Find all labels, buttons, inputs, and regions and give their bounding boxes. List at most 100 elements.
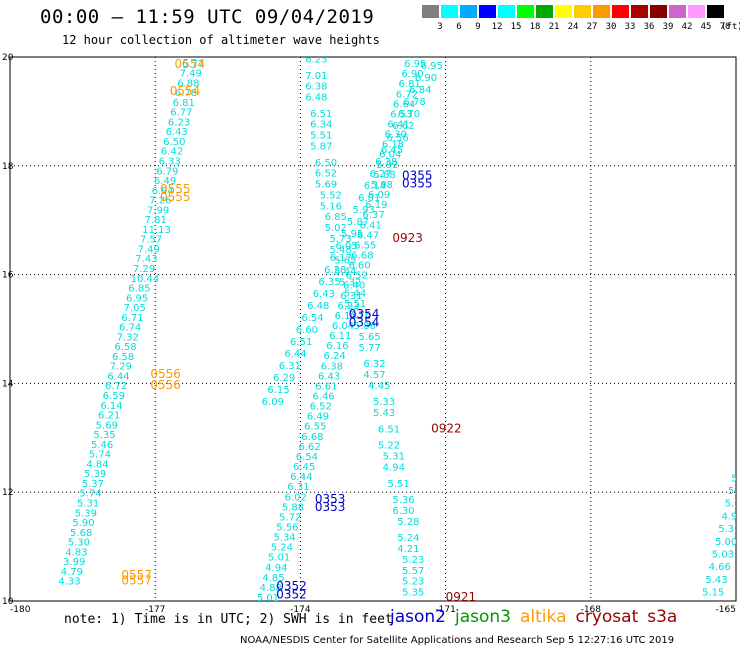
swh-value: 6.15 — [267, 385, 289, 396]
swh-value: 6.60 — [349, 261, 371, 272]
chart-title: 00:00 – 11:59 UTC 09/04/2019 — [40, 6, 375, 28]
x-tick-label: -165 — [716, 605, 736, 615]
credit-line: NOAA/NESDIS Center for Satellite Applica… — [240, 635, 675, 646]
swh-value: 6.81 — [173, 98, 195, 109]
swh-value: 5.15 — [702, 588, 724, 599]
swh-value: 6.61 — [315, 381, 337, 392]
swh-value: 5.69 — [96, 420, 118, 431]
swh-value: 6.40 — [343, 281, 365, 292]
y-tick-label: 20 — [2, 53, 14, 63]
time-label: 0557 — [121, 568, 152, 582]
legend-label: 12 — [491, 22, 503, 32]
swh-value: 7.29 — [133, 264, 155, 275]
swh-value: 5.39 — [75, 508, 97, 519]
legend-label: 70 — [719, 22, 731, 32]
swh-value: 7.49 — [138, 244, 160, 255]
swh-value: 6.38 — [305, 82, 327, 93]
time-label: 0352 — [276, 587, 307, 601]
swh-value: 6.41 — [387, 120, 409, 131]
time-label: 0922 — [431, 421, 462, 435]
legend-swatch — [688, 5, 706, 18]
swh-value: 6.17 — [330, 253, 352, 264]
swh-value: 6.54 — [301, 313, 323, 324]
swh-value: 5.86 — [354, 321, 376, 332]
swh-value: 6.54 — [296, 452, 318, 463]
swh-value: 5.30 — [68, 538, 90, 549]
time-label: 0557 — [121, 574, 152, 588]
swh-value: 6.55 — [304, 422, 326, 433]
swh-value: 6.05 — [335, 241, 357, 252]
swh-value: 6.43 — [313, 289, 335, 300]
legend-label: 9 — [475, 22, 481, 32]
swh-value: 5.22 — [378, 441, 400, 452]
swh-value: 6.49 — [154, 176, 176, 187]
time-label: 0556 — [150, 378, 181, 392]
swh-value: 6.45 — [381, 145, 403, 156]
swh-value: 5.74 — [89, 450, 111, 461]
swh-value: 6.50 — [163, 137, 185, 148]
legend-swatch — [593, 5, 611, 18]
swh-value: 6.52 — [310, 402, 332, 413]
swh-value: 6.44 — [284, 349, 306, 360]
swh-value: 6.74 — [119, 323, 141, 334]
swh-value: 6.85 — [325, 212, 347, 223]
swh-value: 7.29 — [110, 362, 132, 373]
time-label: 0355 — [402, 168, 433, 182]
x-tick-label: -171 — [435, 605, 455, 615]
legend-label: 27 — [586, 22, 598, 32]
legend-label: 33 — [624, 22, 636, 32]
time-label: 0353 — [315, 492, 346, 506]
swh-value: 6.31 — [287, 482, 309, 493]
swh-value: 6.47 — [357, 230, 379, 241]
swh-value: 5.51 — [344, 299, 366, 310]
time-label: 0555 — [160, 190, 191, 204]
swh-value: 7.43 — [135, 254, 157, 265]
swh-value: 6.60 — [296, 325, 318, 336]
time-label: 0921 — [446, 590, 477, 604]
swh-value: 5.00 — [715, 537, 737, 548]
swh-value: 5.87 — [310, 141, 332, 152]
swh-value: 5.43 — [373, 408, 395, 419]
swh-value: 6.35 — [318, 277, 340, 288]
swh-value: 5.72 — [279, 512, 301, 523]
swh-value: 5.44 — [334, 267, 356, 278]
time-label: 0352 — [276, 579, 307, 593]
swh-value: 6.55 — [354, 240, 376, 251]
time-label: 0353 — [315, 500, 346, 514]
time-label: 0355 — [402, 177, 433, 191]
swh-value: 5.88 — [282, 502, 304, 513]
swh-value: 4.99 — [721, 511, 740, 522]
satellite-altika: altika — [520, 607, 567, 627]
swh-value: 6.78 — [175, 88, 197, 99]
swh-value: 5.51 — [310, 131, 332, 142]
swh-value: 6.70 — [398, 109, 420, 120]
swh-value: 7.57 — [140, 235, 162, 246]
swh-value: 5.90 — [72, 518, 94, 529]
swh-value: 6.72 — [396, 89, 418, 100]
swh-value: 6.29 — [273, 373, 295, 384]
swh-value: 4.79 — [61, 567, 83, 578]
swh-value: 5.32 — [339, 277, 361, 288]
swh-value: 5.02 — [325, 223, 347, 234]
swh-value: 5.76 — [349, 310, 371, 321]
x-tick-label: -177 — [145, 605, 165, 615]
swh-value: 5.03 — [712, 549, 734, 560]
swh-value: 6.44 — [107, 371, 129, 382]
swh-value: 6.94 — [152, 186, 174, 197]
swh-value: 5.65 — [358, 332, 380, 343]
swh-value: 4.33 — [58, 577, 80, 588]
swh-value: 6.23 — [168, 117, 190, 128]
legend-swatch — [555, 5, 573, 18]
swh-value: 6.58 — [112, 352, 134, 363]
swh-value: 5.93 — [352, 205, 374, 216]
swh-value: 6.68 — [301, 432, 323, 443]
swh-value: 6.88 — [177, 78, 199, 89]
swh-value: 6.71 — [121, 313, 143, 324]
swh-value: 6.72 — [105, 381, 127, 392]
swh-value: 4.45 — [368, 381, 390, 392]
swh-value: 6.51 — [290, 337, 312, 348]
legend-swatch — [536, 5, 554, 18]
swh-value: 5.69 — [315, 180, 337, 191]
swh-value: 5.23 — [402, 555, 424, 566]
swh-value: 5.40 — [731, 473, 740, 484]
